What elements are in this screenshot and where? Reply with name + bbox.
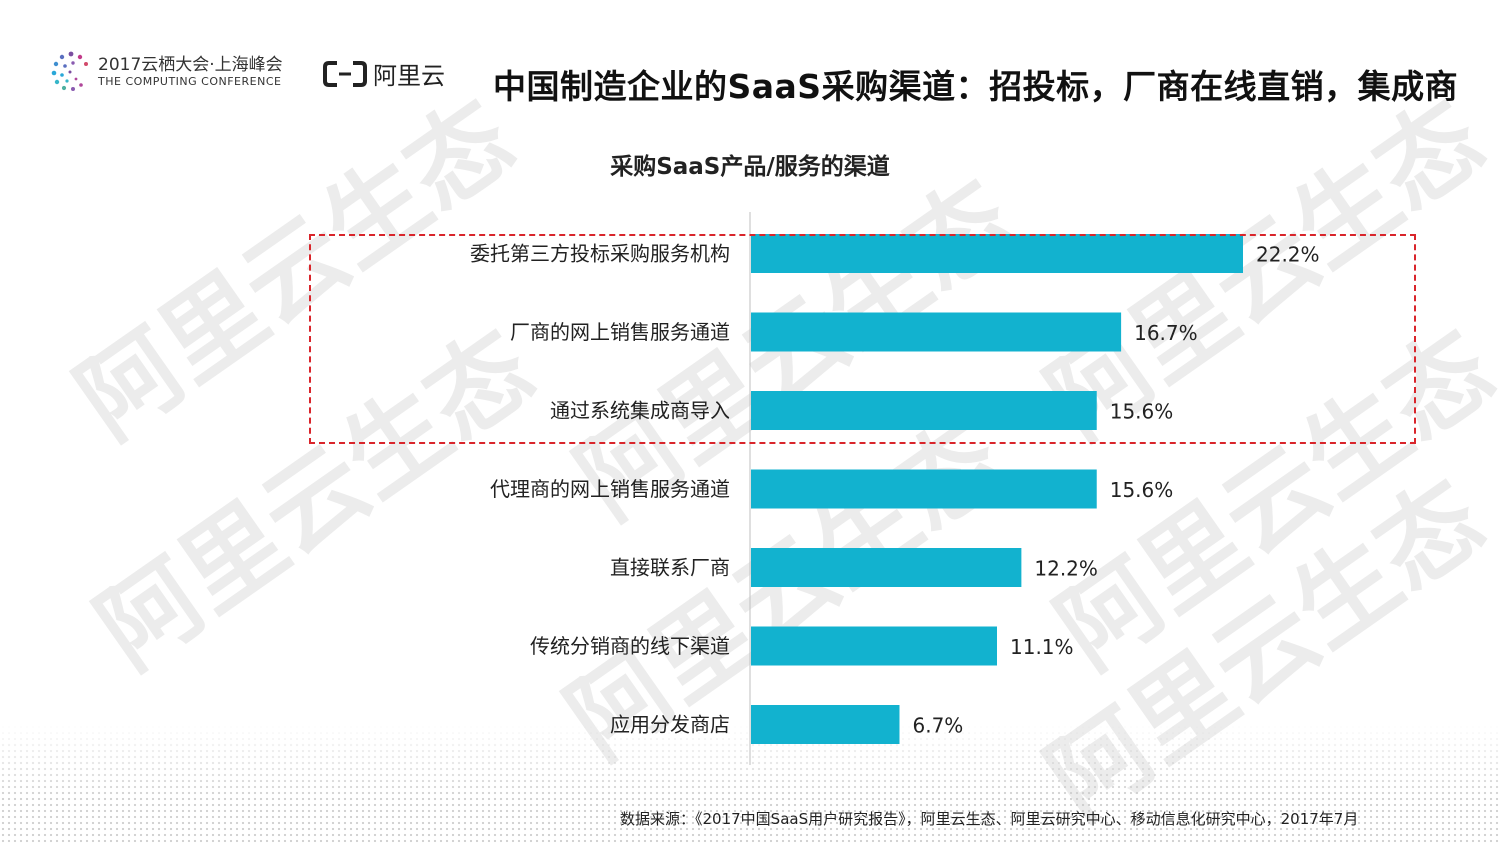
aliyun-brand-text: 阿里云 [373,62,445,90]
category-label: 传统分销商的线下渠道 [530,634,730,658]
bar [751,234,1243,273]
value-label: 6.7% [912,714,963,738]
value-label: 11.1% [1010,635,1074,659]
bar [751,391,1097,430]
category-label: 应用分发商店 [610,713,730,737]
value-label: 15.6% [1110,400,1174,424]
conference-logo-icon [51,51,88,91]
category-label: 委托第三方投标采购服务机构 [470,242,730,266]
value-label: 16.7% [1134,321,1198,345]
conference-subtitle: THE COMPUTING CONFERENCE [98,74,282,88]
bar [751,548,1022,587]
highlight-box [309,234,1416,444]
category-label: 厂商的网上销售服务通道 [510,320,730,344]
aliyun-logo: 阿里云 [323,56,445,91]
page-title: 中国制造企业的SaaS采购渠道：招投标，厂商在线直销，集成商 [493,67,1459,106]
bar [751,626,997,666]
bar [751,705,900,744]
category-label: 直接联系厂商 [610,556,730,580]
value-label: 15.6% [1110,478,1174,502]
chart-title: 采购SaaS产品/服务的渠道 [610,154,890,180]
conference-name: 2017云栖大会·上海峰会 [98,54,283,75]
value-label: 12.2% [1034,557,1098,581]
category-label: 通过系统集成商导入 [550,399,730,423]
conference-logo: 2017云栖大会·上海峰会 THE COMPUTING CONFERENCE [50,50,283,92]
category-label: 代理商的网上销售服务通道 [490,477,730,501]
aliyun-logo-icon [323,60,367,87]
value-label: 22.2% [1256,243,1320,267]
bar [751,312,1122,352]
bar [751,469,1097,509]
source-note: 数据来源：《2017中国SaaS用户研究报告》，阿里云生态、阿里云研究中心、移动… [620,810,1359,828]
